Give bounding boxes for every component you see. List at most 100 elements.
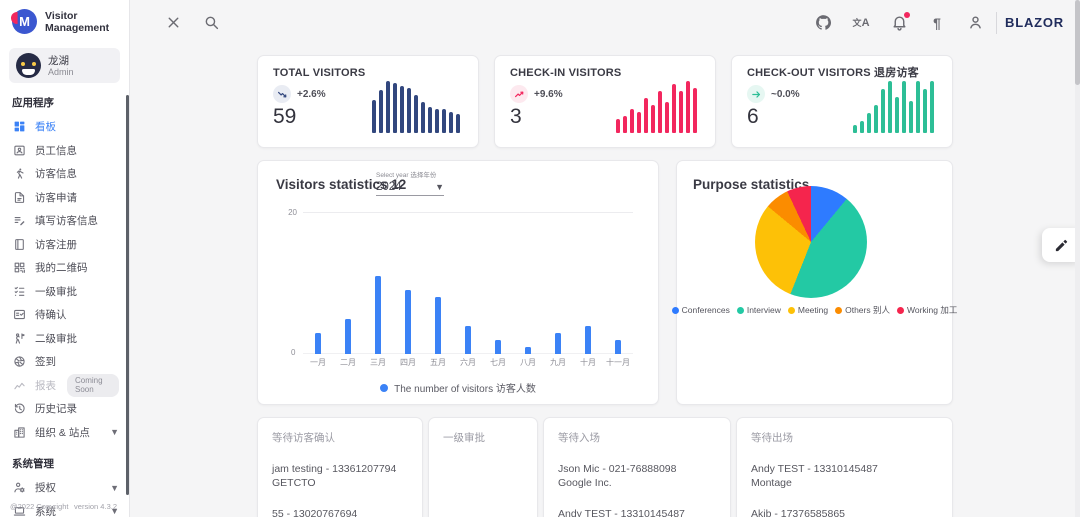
app-logo-icon [12,9,37,34]
sparkline [616,79,697,133]
page-scrollbar[interactable] [1075,0,1080,517]
notifications-icon[interactable] [884,8,914,38]
expand-caret-icon: ▼ [110,506,119,517]
pie-legend-label: Others 别人 [845,305,890,315]
page-scrollbar-thumb[interactable] [1075,0,1080,85]
sparkline-bar [923,89,927,133]
copyright-text: @2022 Copyright [10,502,69,511]
walk-icon [13,167,26,180]
sparkline-bar [672,84,676,133]
building-icon [13,426,26,439]
stat-change: +9.6% [534,88,563,100]
close-icon[interactable] [158,8,188,38]
sidebar-item-book[interactable]: 访客注册 [0,233,129,257]
sidebar-item-label: 系统 [35,505,56,517]
topbar: 文A ¶ BLAZOR [130,0,1080,45]
sidebar-item-building[interactable]: 组织 & 站点 ▼ [0,421,129,445]
sidebar-item-report[interactable]: 报表 Coming Soon [0,373,129,398]
visitor-name-phone: Andy TEST - 13310145487 [558,508,685,517]
sidebar-item-rule[interactable]: 一级审批 [0,280,129,304]
legend-dot-icon [787,306,795,314]
list-header: 等待出场 [751,432,793,444]
sidebar-item-label: 访客信息 [35,168,77,181]
github-icon[interactable] [808,8,838,38]
sparkline-bar [372,100,376,133]
notification-badge [904,11,911,18]
visitor-company: Montage [751,477,792,489]
brand-link[interactable]: BLAZOR [1005,15,1064,30]
sidebar-section-label: 系统管理 [12,458,54,470]
sparkline-bar [616,119,620,133]
sidebar-item-history[interactable]: 历史记录 [0,397,129,421]
sidebar-item-approver[interactable]: 二级审批 [0,327,129,351]
coming-soon-badge: Coming Soon [67,373,119,397]
sidebar-item-dashboard[interactable]: 看板 [0,115,129,139]
sidebar-item-list-edit[interactable]: 填写访客信息 [0,209,129,233]
sparkline-bar [428,107,432,133]
sidebar-item-shutter[interactable]: 签到 [0,350,129,374]
theme-settings-button[interactable] [1042,228,1080,262]
sparkline-bar [630,109,634,133]
sidebar-item-label: 历史记录 [35,403,77,416]
bar-chart-plot: 20 0 一月 二月 三月 四月 五月 六月 七月 八月 九月 十月 十一月 [288,208,633,367]
translate-icon[interactable]: 文A [852,17,870,29]
x-tick-label: 二月 [340,358,356,367]
search-icon[interactable] [196,8,226,38]
visitor-entry[interactable]: Akib - 17376585865 Twelve Clothing Limit… [751,507,938,517]
sparkline-bar [651,105,655,133]
history-icon [13,402,26,415]
visitor-entry[interactable]: Andy TEST - 13310145487 Montage [751,462,938,490]
sidebar-item-label: 签到 [35,356,56,369]
visitor-entry[interactable]: 55 - 13020767694 [272,507,408,517]
chart-bar [555,332,561,354]
account-icon[interactable] [960,8,990,38]
year-select-value: 2024 [376,180,402,193]
trend-down-icon [273,85,291,103]
version-text: version 4.3.2 [74,502,117,511]
trend-up-icon [510,85,528,103]
sparkline-bar [916,81,920,133]
charts-row: Visitors statistics 12 Select year 选择年份 … [257,160,957,405]
user-card[interactable]: 龙湖 Admin [9,48,120,83]
sparkline-bar [867,113,871,133]
list-header: 一级审批 [443,432,485,444]
stat-card: CHECK-OUT VISITORS 退房访客 ~0.0% 6 [731,55,953,148]
legend-dot-icon [835,306,843,314]
visitor-entry[interactable]: jam testing - 13361207794 GETCTO [272,462,408,490]
visitor-entry[interactable]: Json Mic - 021-76888098 Google Inc. [558,462,716,490]
report-icon [13,379,26,392]
x-tick-label: 七月 [490,358,506,367]
legend-dot-icon [671,306,679,314]
sidebar-item-qr[interactable]: 我的二维码 [0,256,129,280]
sparkline-bar [421,102,425,133]
stat-card: TOTAL VISITORS +2.6% 59 [257,55,479,148]
chart-bar [495,339,501,354]
visitor-entry[interactable]: Andy TEST - 13310145487 Montage [558,507,716,517]
sidebar-item-laptop[interactable]: 系统 ▼ [0,500,129,517]
chart-bar [345,318,351,354]
visitors-chart-title: Visitors statistics 12 [276,177,407,192]
sparkline-bar [637,112,641,133]
sidebar-item-person-gear[interactable]: 授权 ▼ [0,476,129,500]
sidebar-item-doc-edit[interactable]: 访客申请 [0,186,129,210]
sparkline-bar [679,91,683,133]
pending-list-card: 等待访客确认 jam testing - 13361207794 GETCTO … [257,417,423,517]
year-select[interactable]: Select year 选择年份 2024 ▼ [376,172,444,196]
sidebar-scrollbar-thumb[interactable] [126,95,129,495]
main-content: TOTAL VISITORS +2.6% 59 CHECK-IN VISITOR… [130,45,1080,517]
sidebar-item-fact-check[interactable]: 待确认 [0,303,129,327]
caret-down-icon: ▼ [435,181,444,192]
visitor-company: Google Inc. [558,477,612,489]
y-tick-zero: 0 [291,348,296,357]
sidebar-item-label: 授权 [35,482,56,495]
sparkline-bar [400,86,404,133]
sparkline [372,79,460,133]
sidebar-item-badge[interactable]: 员工信息 [0,139,129,163]
text-direction-icon[interactable]: ¶ [933,14,941,31]
sidebar-item-walk[interactable]: 访客信息 [0,162,129,186]
app-logo-row[interactable]: Visitor Management [0,0,129,40]
sidebar-item-label: 一级审批 [35,285,77,298]
sparkline-bar [442,109,446,133]
chart-bar [465,325,471,354]
sparkline-bar [456,114,460,133]
